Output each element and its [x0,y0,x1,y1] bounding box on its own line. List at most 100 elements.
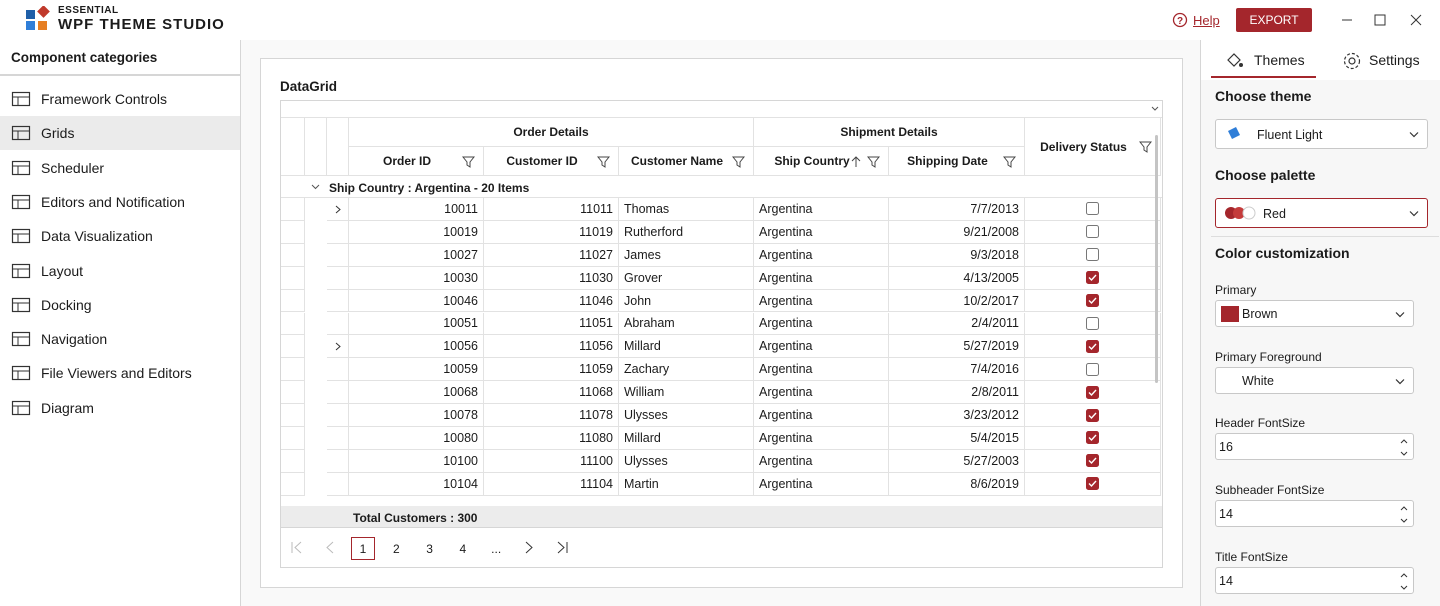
grid-cell: Rutherford [619,220,754,244]
grid-cell: Argentina [754,266,889,290]
column-header[interactable]: Customer Name [619,147,754,176]
group-chevron [311,184,320,190]
field-input[interactable]: Brown [1215,300,1414,327]
grid-cell: 10080 [349,427,484,450]
grid-cell: 11046 [484,289,619,313]
grid-cell: Argentina [754,472,889,496]
section-title: Choose palette [1215,167,1316,183]
column-header[interactable]: Order ID [349,147,484,176]
grid-cell: John [619,289,754,313]
checkbox[interactable] [1086,271,1099,285]
grid-cell [1025,243,1161,267]
page-button[interactable]: 1 [351,537,375,560]
grid-cell [1025,449,1161,473]
nav-item[interactable]: Grids [0,116,240,151]
tab[interactable]: Themes [1254,52,1305,68]
sort-icon [851,155,861,167]
indent-header [281,118,305,176]
field-input[interactable]: 14 [1215,566,1414,594]
checkbox[interactable] [1086,477,1099,491]
checkbox[interactable] [1086,431,1099,445]
page-button[interactable]: 2 [392,541,400,556]
theme-value: Fluent Light [1257,128,1323,142]
field-input[interactable]: White [1215,366,1414,394]
brand-top: ESSENTIAL [58,5,119,16]
checkbox[interactable] [1086,225,1099,239]
grid-cell [1025,472,1161,496]
divider [0,74,240,76]
field-input[interactable]: 14 [1215,500,1414,528]
grid-cell: Argentina [754,289,889,313]
column-header[interactable]: Ship Country [754,147,889,176]
spinner [1400,439,1408,457]
tab[interactable]: Settings [1369,52,1420,68]
nav-item[interactable]: Editors and Notification [0,185,240,219]
column-header[interactable]: Delivery Status [1025,118,1161,176]
nav-item[interactable]: File Viewers and Editors [0,356,240,390]
page-button[interactable]: 3 [426,541,433,556]
field-value: 14 [1219,573,1233,588]
nav-item[interactable]: Layout [0,254,240,288]
checkbox[interactable] [1086,454,1099,468]
checkbox[interactable] [1086,294,1099,308]
grid-cell: 9/21/2008 [889,220,1025,244]
palette-swatch [1225,206,1256,220]
grid-cell: 10030 [349,266,484,290]
grid-cell: Argentina [754,449,889,473]
field-value: Brown [1242,307,1278,321]
nav-label: Scheduler [41,159,105,176]
filter-icon [1003,156,1016,168]
grid-cell: 10056 [349,335,484,359]
chevron [1409,132,1419,138]
sidebar: Component categories Framework Controls G… [0,40,241,606]
divider [1211,236,1439,237]
field-input[interactable]: 16 [1215,433,1414,461]
field-value: 16 [1219,440,1233,455]
checkbox[interactable] [1086,339,1099,353]
section-title: Choose theme [1215,88,1312,104]
grid-cell: Argentina [754,243,889,267]
checkbox[interactable] [1086,202,1099,216]
indent-cell [281,381,305,405]
checkbox[interactable] [1086,316,1099,330]
column-header-label: Delivery Status [1040,139,1127,154]
help-link[interactable]: Help [1193,13,1220,28]
checkbox[interactable] [1086,408,1099,422]
indent-header [305,118,327,176]
group-header: Shipment Details [754,118,1025,147]
checkbox[interactable] [1086,362,1099,376]
window-controls[interactable] [1330,8,1430,32]
indent-cell [281,404,305,427]
column-header[interactable]: Customer ID [484,147,619,176]
grid-cell: Argentina [754,312,889,336]
column-header[interactable]: Shipping Date [889,147,1025,176]
indent-cell [327,243,349,267]
page-button[interactable]: ... [491,541,502,556]
filter-icon [462,156,475,168]
page-button[interactable]: 4 [459,541,467,556]
field-value: 14 [1219,507,1233,522]
theme-dropdown[interactable]: Fluent Light [1215,119,1428,149]
grid-cell: 10068 [349,381,484,405]
checkbox[interactable] [1086,248,1099,262]
row-expander [335,205,341,214]
indent-cell [281,312,305,336]
nav-item[interactable]: Navigation [0,322,240,356]
help-icon[interactable]: ? [1172,12,1188,28]
nav-item[interactable]: Data Visualization [0,219,240,253]
indent-cell [327,335,349,359]
grid-cell: Argentina [754,335,889,359]
nav-item[interactable]: Framework Controls [0,82,240,116]
grid-cell: 11068 [484,381,619,405]
filter-icon [1139,141,1152,153]
export-button[interactable]: EXPORT [1236,8,1312,32]
nav-item[interactable]: Scheduler [0,151,240,185]
nav-item[interactable]: Diagram [0,391,240,425]
grid-cell: 10078 [349,404,484,427]
palette-dropdown[interactable]: Red [1215,198,1428,228]
checkbox[interactable] [1086,385,1099,399]
chevron [1409,211,1419,217]
nav-item[interactable]: Docking [0,288,240,322]
chevron [1395,312,1405,318]
indent-cell [327,404,349,427]
